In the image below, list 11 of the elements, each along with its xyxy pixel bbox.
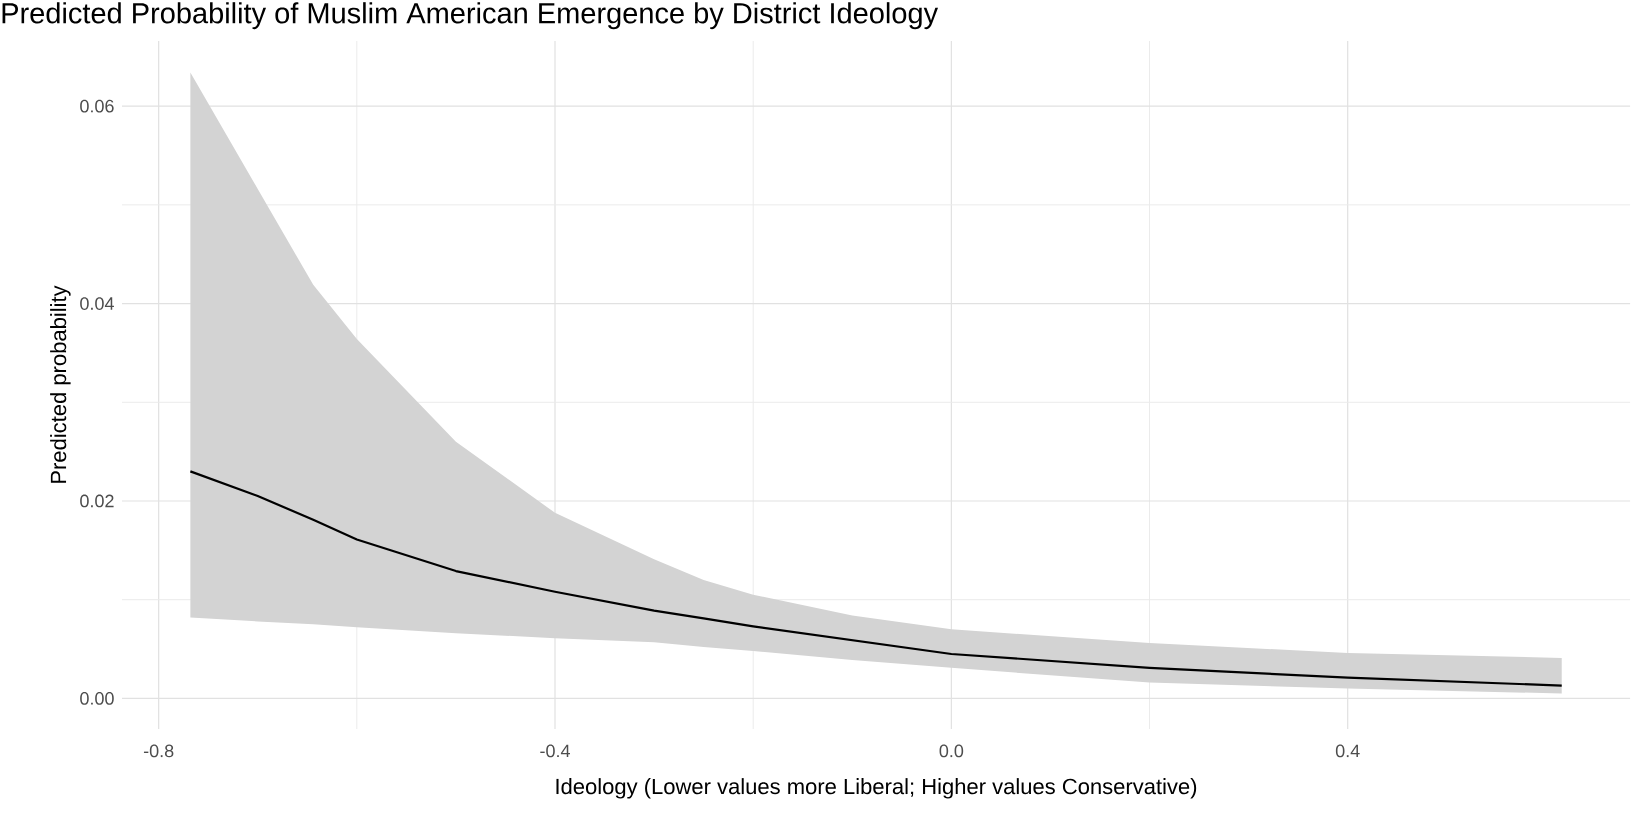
y-tick-label: 0.04 <box>80 297 114 310</box>
x-tick-label: -0.4 <box>540 744 570 758</box>
x-tick-label: 0.0 <box>939 744 964 758</box>
y-tick-label: 0.02 <box>80 494 114 508</box>
x-axis-title: Ideology (Lower values more Liberal; Higher values Conservative) <box>556 778 1197 799</box>
y-tick-label: 0.06 <box>80 99 114 113</box>
x-tick-label: 0.4 <box>1335 744 1360 758</box>
x-tick-label: -0.8 <box>143 744 174 758</box>
chart-title: Predicted Probability of Muslim American Emergence by District Ideology <box>2 2 939 30</box>
y-tick-label: 0.00 <box>80 692 114 705</box>
y-axis-title: Predicted probability <box>50 285 71 483</box>
